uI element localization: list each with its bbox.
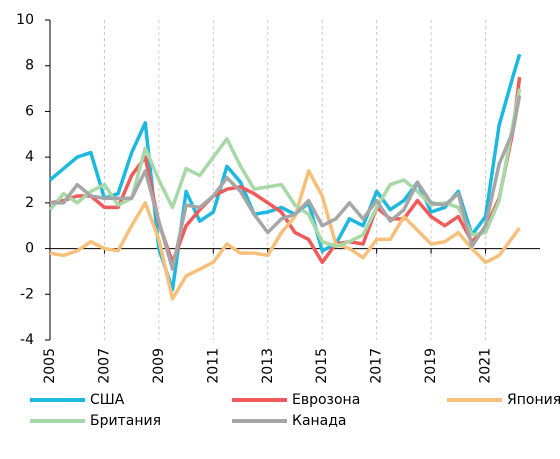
x-tick-label: 2011 bbox=[205, 348, 221, 384]
y-tick-label: 2 bbox=[25, 195, 34, 211]
legend-label: Британия bbox=[90, 413, 161, 429]
x-tick-label: 2021 bbox=[478, 348, 494, 384]
series-line bbox=[48, 53, 522, 292]
x-tick-label: 2015 bbox=[314, 348, 330, 384]
legend-label: США bbox=[90, 392, 125, 408]
y-tick-label: -2 bbox=[20, 286, 34, 302]
x-tick-label: 2007 bbox=[96, 348, 112, 384]
y-tick-label: 4 bbox=[25, 149, 34, 165]
legend-label: Канада bbox=[292, 413, 347, 429]
y-tick-label: 6 bbox=[25, 103, 34, 119]
y-tick-label: 10 bbox=[16, 12, 34, 28]
series-line bbox=[49, 76, 522, 265]
y-tick-label: 8 bbox=[25, 58, 34, 74]
x-tick-label: 2013 bbox=[260, 348, 276, 384]
legend-label: Япония bbox=[507, 392, 560, 408]
series-line bbox=[49, 169, 521, 301]
x-tick-label: 2005 bbox=[42, 348, 58, 384]
x-tick-label: 2019 bbox=[423, 348, 439, 384]
x-tick-label: 2009 bbox=[151, 348, 167, 384]
y-tick-label: 0 bbox=[25, 241, 34, 257]
y-tick-label: -4 bbox=[20, 332, 34, 348]
legend-label: Еврозона bbox=[292, 392, 360, 408]
series-line bbox=[50, 95, 522, 271]
x-tick-label: 2017 bbox=[369, 348, 385, 384]
